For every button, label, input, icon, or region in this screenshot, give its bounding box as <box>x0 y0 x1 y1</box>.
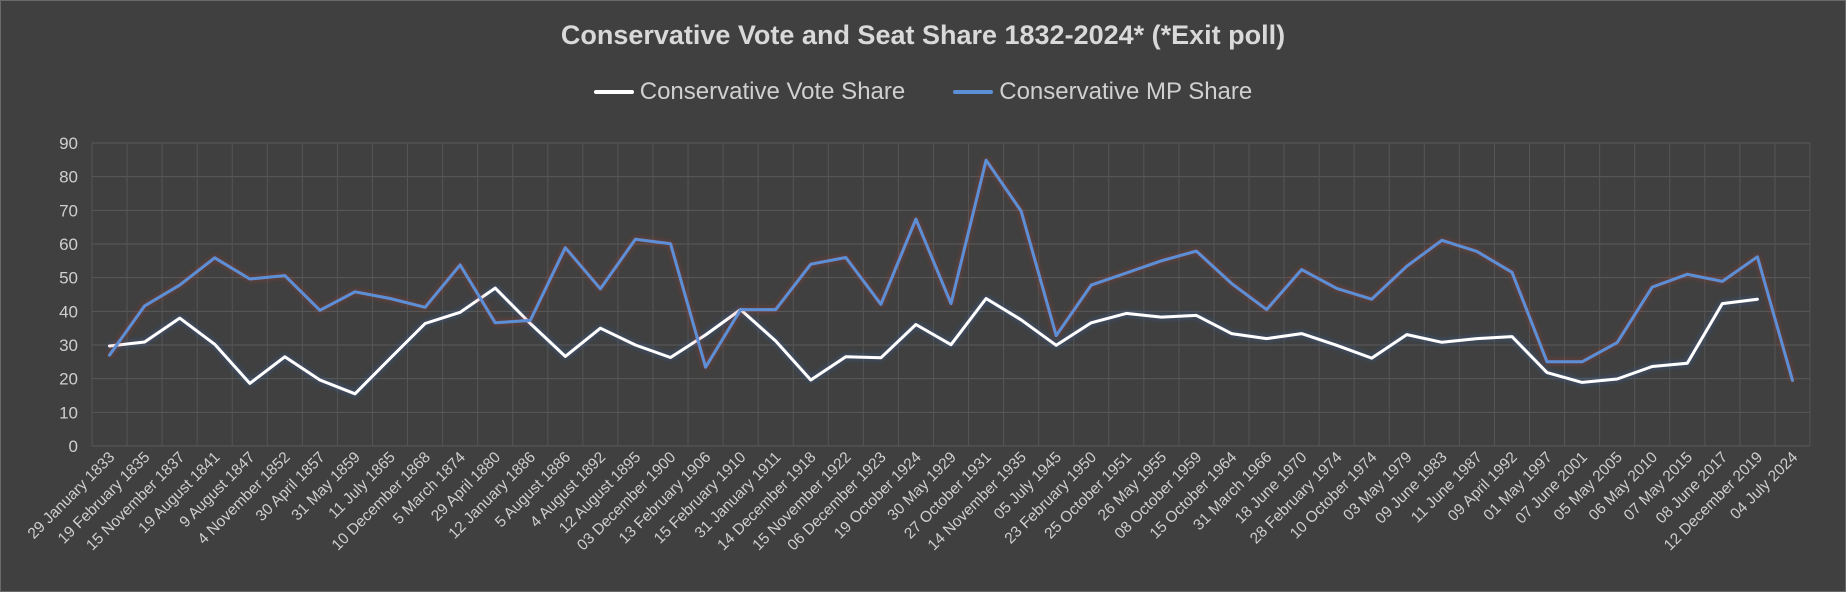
y-tick-label: 50 <box>59 269 78 288</box>
y-tick-label: 90 <box>59 134 78 153</box>
series-lines <box>108 158 1794 396</box>
legend-swatch-vote-share <box>593 90 634 94</box>
legend-label-mp-share: Conservative MP Share <box>999 78 1253 105</box>
y-tick-label: 60 <box>59 235 78 254</box>
legend-swatch-mp-share <box>953 90 994 94</box>
y-tick-label: 70 <box>59 201 78 220</box>
series-line-vote-share <box>108 286 1759 396</box>
chart-title: Conservative Vote and Seat Share 1832-20… <box>560 20 1286 50</box>
legend-item-vote-share: Conservative Vote Share <box>593 78 906 106</box>
y-tick-label: 40 <box>59 302 78 321</box>
legend-label-vote-share: Conservative Vote Share <box>639 78 906 105</box>
series-line-mp-share <box>108 158 1794 382</box>
y-tick-label: 0 <box>69 437 78 456</box>
y-tick-label: 80 <box>59 168 78 187</box>
y-tick-label: 20 <box>59 370 78 389</box>
chart-legend: Conservative Vote Share Conservative MP … <box>0 78 1846 106</box>
y-axis: 0 10 20 30 40 50 60 70 80 90 <box>59 134 78 456</box>
y-tick-label: 10 <box>59 403 78 422</box>
y-tick-label: 30 <box>59 336 78 355</box>
legend-item-mp-share: Conservative MP Share <box>953 78 1252 106</box>
